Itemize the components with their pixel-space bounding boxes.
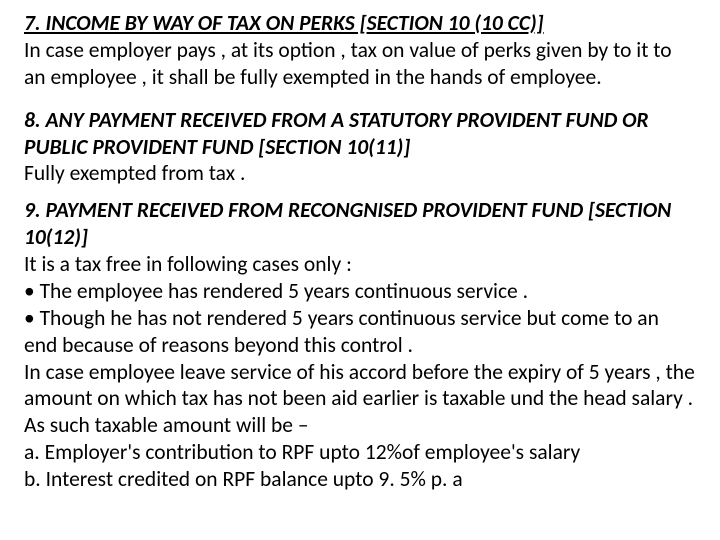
section-9: 9. PAYMENT RECEIVED FROM RECONGNISED PRO… xyxy=(24,197,696,493)
section-7: 7. INCOME BY WAY OF TAX ON PERKS [SECTIO… xyxy=(24,10,696,91)
section-9-item-a: a. Employer's contribution to RPF upto 1… xyxy=(24,439,696,466)
section-9-bullet-2: • Though he has not rendered 5 years con… xyxy=(24,305,696,359)
section-9-item-b: b. Interest credited on RPF balance upto… xyxy=(24,466,696,493)
section-8-heading: 8. ANY PAYMENT RECEIVED FROM A STATUTORY… xyxy=(24,107,696,161)
section-8: 8. ANY PAYMENT RECEIVED FROM A STATUTORY… xyxy=(24,107,696,188)
section-9-heading: 9. PAYMENT RECEIVED FROM RECONGNISED PRO… xyxy=(24,197,696,251)
section-7-body: In case employer pays , at its option , … xyxy=(24,37,696,91)
section-7-heading: 7. INCOME BY WAY OF TAX ON PERKS [SECTIO… xyxy=(24,10,696,37)
section-9-para2: In case employee leave service of his ac… xyxy=(24,359,696,440)
section-9-line1: It is a tax free in following cases only… xyxy=(24,251,696,278)
section-8-body: Fully exempted from tax . xyxy=(24,160,696,187)
section-9-bullet-1: • The employee has rendered 5 years cont… xyxy=(24,278,696,305)
